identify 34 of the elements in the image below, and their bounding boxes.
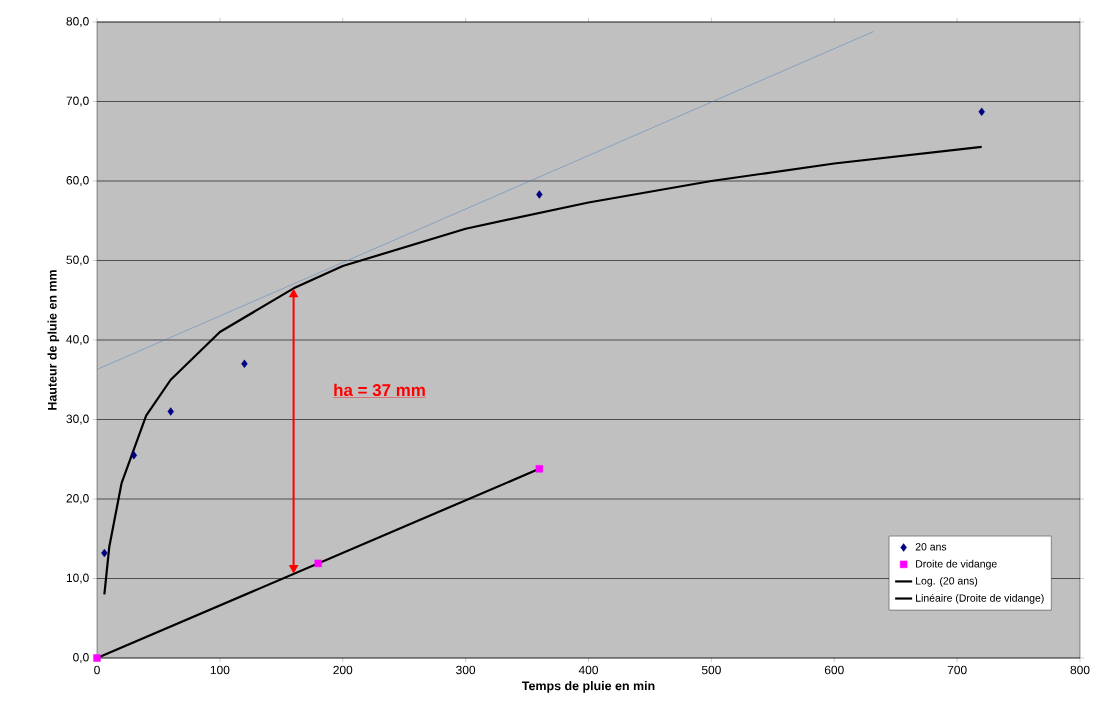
y-tick-label: 70,0	[66, 96, 89, 107]
x-axis-title: Temps de pluie en min	[521, 681, 655, 693]
point	[101, 548, 108, 558]
y-axis-title: Hauteur de pluie en mm	[47, 270, 60, 410]
legend-label: Droite de vidange	[916, 559, 997, 570]
y-tick-label: 40,0	[66, 335, 89, 345]
x-tick-label: 300	[456, 665, 476, 675]
point	[93, 654, 101, 662]
point	[241, 359, 248, 369]
legend-label: 20 ans	[915, 543, 947, 551]
y-tick-label: 10,0	[66, 573, 89, 584]
x-tick-label: 500	[701, 665, 721, 675]
legend-label: Linéaire (Droite de vidange)	[916, 593, 1044, 604]
x-tick-label: 800	[1070, 665, 1090, 675]
x-tick-label: 600	[824, 665, 844, 675]
y-tick-label: 0,0	[73, 653, 89, 663]
point	[167, 407, 174, 416]
x-tick-label: 200	[333, 665, 353, 675]
y-tick-label: 30,0	[66, 414, 89, 425]
point	[535, 465, 544, 473]
legend-label: Log. (20 ans)	[916, 576, 978, 587]
y-tick-label: 60,0	[66, 176, 89, 186]
y-tick-label: 50,0	[66, 255, 89, 266]
point	[536, 190, 543, 199]
x-tick-label: 400	[578, 665, 599, 675]
y-tick-label: 20,0	[66, 494, 89, 504]
x-tick-label: 0	[94, 665, 100, 675]
point	[130, 451, 138, 460]
point	[314, 559, 322, 568]
x-tick-label: 700	[947, 665, 967, 675]
point	[978, 107, 985, 117]
x-tick-label: 100	[210, 665, 230, 675]
y-tick-label: 80,0	[66, 17, 89, 27]
annotation: ha = 37 mm	[334, 383, 425, 397]
